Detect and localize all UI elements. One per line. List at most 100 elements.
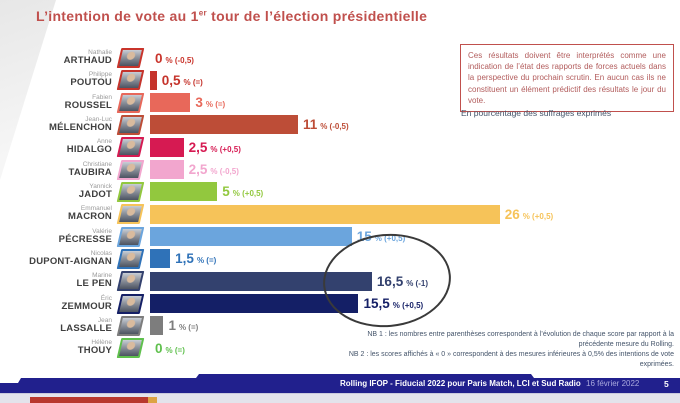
candidate-first-name: Nathalie [88, 48, 112, 56]
candidate-row: Jean LASSALLE 1 % (=) [0, 315, 680, 337]
candidate-photo [116, 114, 145, 135]
footer-date: 16 février 2022 [586, 379, 640, 388]
value-label: 11 % (-0,5) [303, 117, 349, 132]
candidate-last-name: POUTOU [70, 77, 112, 89]
candidate-portrait [119, 183, 142, 200]
candidate-last-name: PÉCRESSE [58, 233, 112, 245]
candidate-last-name: MÉLENCHON [48, 122, 112, 134]
candidate-first-name: Jean [97, 316, 112, 324]
candidate-row: Marine LE PEN 16,5 % (-1) [0, 270, 680, 292]
bar-track: 0 % (-0,5) [150, 47, 680, 69]
bar-track: 15,5 % (+0,5) [150, 293, 680, 315]
value-label: 16,5 % (-1) [377, 274, 428, 289]
bar [150, 249, 171, 269]
value-suffix: % (+0,5) [232, 189, 264, 199]
bar [150, 115, 298, 135]
candidate-name: Yannick JADOT [0, 181, 112, 203]
value-number: 2,5 [188, 162, 208, 178]
value-label: 0 % (=) [155, 341, 185, 356]
candidate-first-name: Valérie [92, 227, 112, 235]
candidate-row: Emmanuel MACRON 26 % (+0,5) [0, 203, 680, 225]
candidate-last-name: JADOT [78, 189, 112, 201]
candidate-name: Philippe POUTOU [0, 69, 112, 91]
value-suffix: % (-0,5) [210, 167, 239, 177]
value-suffix: % (=) [183, 77, 203, 87]
footnotes: NB 1 : les nombres entre parenthèses cor… [344, 330, 674, 371]
value-number: 16,5 [376, 273, 404, 289]
candidate-last-name: THOUY [77, 345, 112, 357]
candidate-photo [116, 92, 145, 113]
candidate-first-name: Fabien [92, 93, 112, 101]
video-seek-track[interactable] [0, 393, 680, 403]
candidate-photo [116, 181, 145, 202]
candidate-first-name: Emmanuel [80, 205, 112, 213]
bar-track: 3 % (=) [150, 92, 680, 114]
candidate-row: Valérie PÉCRESSE 15 % (+0,5) [0, 226, 680, 248]
candidate-first-name: Philippe [88, 71, 112, 79]
page-title: L’intention de vote au 1er tour de l’éle… [36, 8, 427, 24]
candidate-first-name: Anne [96, 138, 112, 146]
footnote-nb2: NB 2 : les scores affichés à « 0 » corre… [348, 351, 674, 369]
bar-track: 0 % (=) [150, 337, 680, 359]
candidate-first-name: Nicolas [90, 249, 112, 257]
candidate-row: Christiane TAUBIRA 2,5 % (-0,5) [0, 159, 680, 181]
candidate-last-name: LE PEN [76, 278, 112, 290]
value-label: 3 % (=) [195, 95, 225, 110]
candidate-first-name: Hélène [91, 339, 112, 347]
value-suffix: % (+0,5) [392, 301, 424, 311]
candidate-name: Hélène THOUY [0, 337, 112, 359]
value-label: 0,5 % (=) [162, 73, 203, 88]
value-number: 0 [155, 340, 163, 356]
candidate-row: Éric ZEMMOUR 15,5 % (+0,5) [0, 293, 680, 315]
candidate-name: Nicolas DUPONT-AIGNAN [0, 248, 112, 270]
video-progress-watched[interactable] [30, 397, 148, 403]
value-label: 5 % (+0,5) [222, 184, 263, 199]
value-suffix: % (-1) [406, 278, 428, 288]
candidate-row: Anne HIDALGO 2,5 % (+0,5) [0, 136, 680, 158]
candidate-last-name: MACRON [68, 211, 112, 223]
candidate-photo [116, 315, 145, 336]
candidate-portrait [119, 116, 142, 133]
candidate-portrait [119, 94, 142, 111]
candidate-last-name: ROUSSEL [64, 99, 112, 111]
candidate-name: Emmanuel MACRON [0, 203, 112, 225]
value-number: 1,5 [175, 251, 194, 267]
bar [150, 227, 352, 247]
value-suffix: % (=) [196, 256, 217, 266]
candidate-photo [116, 271, 145, 292]
bar [150, 182, 218, 202]
candidate-last-name: TAUBIRA [68, 166, 112, 178]
value-suffix: % (=) [178, 323, 199, 333]
candidate-name: Marine LE PEN [0, 270, 112, 292]
bar [150, 137, 184, 157]
value-label: 0 % (-0,5) [155, 51, 194, 66]
bar-track: 16,5 % (-1) [150, 270, 680, 292]
value-suffix: % (-0,5) [165, 55, 194, 65]
candidate-portrait [119, 340, 142, 357]
page-title-text: L’intention de vote au 1 [36, 8, 199, 24]
candidate-first-name: Yannick [89, 182, 112, 190]
page-title-suffix: tour de l’élection présidentielle [206, 8, 428, 24]
value-number: 0 [155, 50, 163, 66]
bar [150, 271, 372, 291]
candidate-row: Nicolas DUPONT-AIGNAN 1,5 % (=) [0, 248, 680, 270]
candidate-photo [116, 204, 145, 225]
candidate-portrait [119, 72, 142, 89]
bar-track: 1 % (=) [150, 315, 680, 337]
value-label: 2,5 % (+0,5) [189, 140, 241, 155]
footer-page-number: 5 [664, 379, 669, 389]
bar-track: 5 % (+0,5) [150, 181, 680, 203]
candidate-first-name: Éric [100, 294, 112, 302]
value-number: 15 [356, 229, 372, 245]
video-progress-buffer[interactable] [148, 397, 157, 403]
value-number: 15,5 [363, 296, 390, 312]
candidate-last-name: DUPONT-AIGNAN [29, 256, 112, 268]
bar-track: 26 % (+0,5) [150, 203, 680, 225]
value-suffix: % (=) [165, 345, 185, 355]
value-suffix: % (-0,5) [320, 122, 349, 132]
value-number: 3 [195, 95, 203, 111]
candidate-last-name: LASSALLE [60, 323, 112, 335]
value-suffix: % (=) [205, 100, 226, 110]
candidate-row: Yannick JADOT 5 % (+0,5) [0, 181, 680, 203]
